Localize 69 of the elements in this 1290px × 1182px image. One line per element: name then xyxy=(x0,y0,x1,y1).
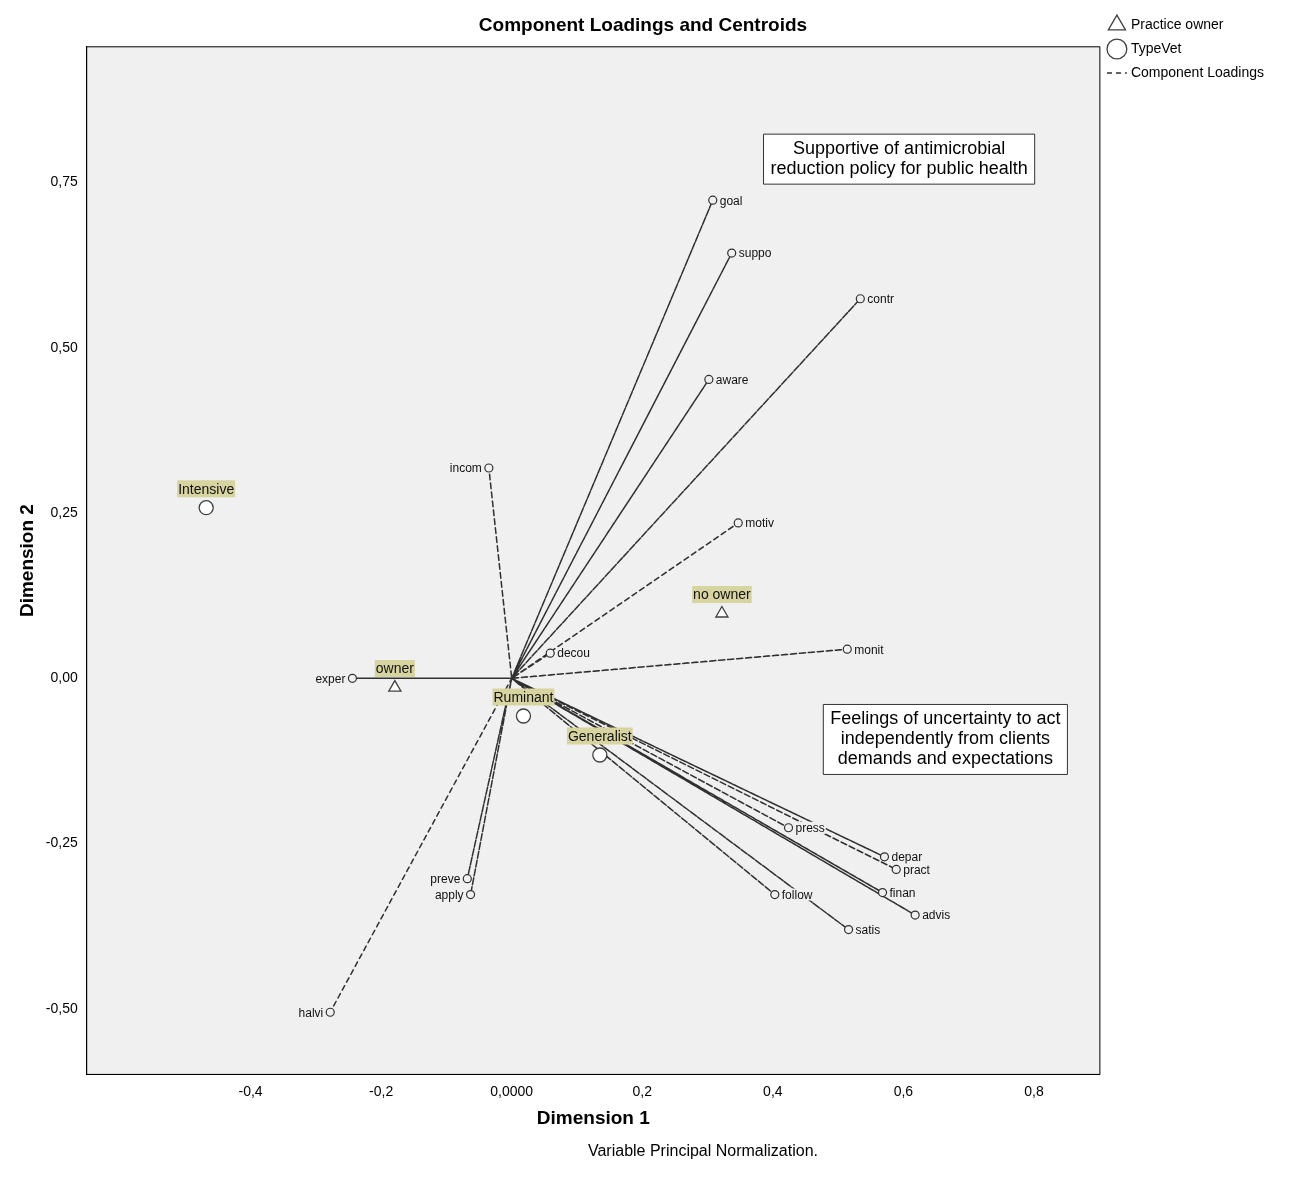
point xyxy=(708,195,718,205)
x-tick-label: 0,0000 xyxy=(490,1082,534,1099)
x-tick-label: 0,6 xyxy=(893,1082,914,1099)
annotation: no owner xyxy=(693,586,752,603)
annotation: decou xyxy=(557,646,590,661)
annotation: motiv xyxy=(745,516,774,531)
annotation: apply xyxy=(434,887,464,902)
annotation: Intensive xyxy=(178,480,235,497)
annotation: goal xyxy=(719,193,743,208)
annotation: press xyxy=(795,821,825,836)
legend-label: Component Loadings xyxy=(1130,63,1265,80)
point xyxy=(484,463,494,473)
point xyxy=(727,248,737,258)
point xyxy=(891,864,901,875)
x-axis-title: Dimension 1 xyxy=(536,1106,651,1128)
y-tick-label: 0,75 xyxy=(50,173,78,190)
annotation: exper xyxy=(315,671,346,686)
annotation: Supportive of antimicrobial reduction policy for public health xyxy=(770,138,1028,179)
y-tick-label: -0,50 xyxy=(45,999,78,1016)
annotation: satis xyxy=(855,922,881,937)
annotation: depar xyxy=(891,850,923,865)
x-tick-label: -0,2 xyxy=(369,1082,394,1099)
x-tick-label: 0,8 xyxy=(1024,1082,1044,1099)
annotation: monit xyxy=(854,642,885,657)
point xyxy=(843,924,854,935)
chart-title: Component Loadings and Centroids xyxy=(478,13,808,35)
point xyxy=(733,518,743,528)
legend-label: Practice owner xyxy=(1130,15,1224,32)
annotation: Generalist xyxy=(567,727,632,744)
point xyxy=(879,852,890,862)
y-tick-label: 0,00 xyxy=(50,669,78,686)
text: Variable Principal Normalization. xyxy=(587,1142,819,1160)
point xyxy=(855,294,865,304)
point xyxy=(715,605,729,618)
annotation: finan xyxy=(889,885,916,900)
y-tick-label: -0,25 xyxy=(45,834,78,851)
point xyxy=(842,644,852,654)
point xyxy=(545,648,555,658)
legend-label: TypeVet xyxy=(1130,39,1182,56)
point xyxy=(347,673,358,683)
point xyxy=(198,500,214,516)
point xyxy=(388,679,402,692)
point xyxy=(783,823,794,833)
point xyxy=(704,374,714,385)
y-tick-label: 0,25 xyxy=(50,503,78,520)
point xyxy=(515,708,532,724)
annotation: Feelings of uncertainty to act independently from clients demands and expectations xyxy=(830,708,1061,769)
point xyxy=(462,874,472,884)
annotation: suppo xyxy=(738,246,772,261)
point xyxy=(910,910,920,920)
point xyxy=(325,1007,335,1017)
y-tick-label: 0,50 xyxy=(50,338,78,355)
point xyxy=(770,889,780,900)
point xyxy=(592,747,608,763)
annotation: incom xyxy=(449,461,482,476)
point xyxy=(877,887,888,898)
x-tick-label: -0,4 xyxy=(238,1082,263,1099)
annotation: halvi xyxy=(298,1005,324,1020)
x-tick-label: 0,4 xyxy=(763,1082,783,1099)
x-tick-label: 0,2 xyxy=(632,1082,653,1099)
annotation: contr xyxy=(867,292,894,307)
point xyxy=(465,889,476,900)
annotation: Ruminant xyxy=(493,688,554,705)
annotation: advis xyxy=(922,908,951,923)
y-axis-title: Dimension 2 xyxy=(15,504,37,618)
annotation: owner xyxy=(375,660,415,677)
annotation: follow xyxy=(781,887,813,902)
annotation: preve xyxy=(430,871,461,886)
annotation: aware xyxy=(715,372,749,387)
